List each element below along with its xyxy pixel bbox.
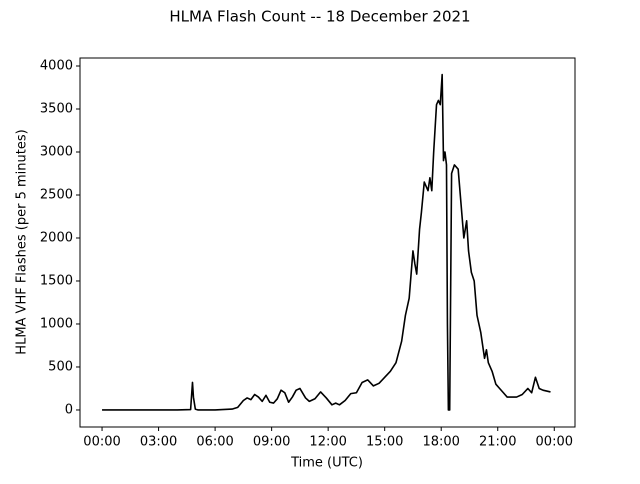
chart-title: HLMA Flash Count -- 18 December 2021: [169, 8, 470, 26]
y-tick-label: 4000: [40, 58, 73, 73]
y-tick-label: 1000: [40, 316, 73, 331]
y-tick-label: 2500: [40, 187, 73, 202]
y-tick-label: 500: [48, 359, 73, 374]
y-tick-label: 2000: [40, 230, 73, 245]
x-tick-label: 18:00: [422, 435, 459, 450]
x-tick-label: 00:00: [83, 435, 120, 450]
x-tick-label: 06:00: [196, 435, 233, 450]
data-line: [102, 73, 551, 411]
x-tick-label: 03:00: [140, 435, 177, 450]
x-tick-label: 15:00: [366, 435, 403, 450]
y-tick-label: 1500: [40, 273, 73, 288]
y-tick-label: 0: [65, 402, 73, 417]
y-tick-label: 3000: [40, 144, 73, 159]
x-tick-label: 12:00: [309, 435, 346, 450]
x-tick-label: 09:00: [253, 435, 290, 450]
x-tick-label: 21:00: [479, 435, 516, 450]
x-tick-label: 00:00: [536, 435, 573, 450]
x-axis-label: Time (UTC): [290, 456, 363, 471]
y-tick-label: 3500: [40, 101, 73, 116]
axes-frame: [79, 57, 576, 428]
y-axis-label: HLMA VHF Flashes (per 5 minutes): [15, 129, 30, 354]
